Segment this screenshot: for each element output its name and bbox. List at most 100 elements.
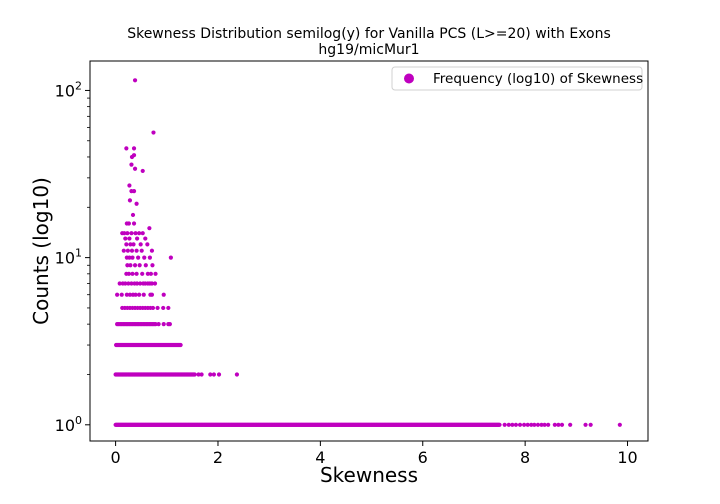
data-point-893	[135, 236, 140, 241]
data-point-873	[129, 162, 134, 167]
data-point-850	[517, 422, 523, 427]
data-point-923	[134, 271, 139, 276]
data-point-892	[127, 236, 132, 241]
data-points	[113, 78, 622, 427]
data-point-45	[167, 322, 172, 327]
data-point-944	[124, 292, 129, 297]
data-point-914	[125, 263, 130, 268]
x-tick-label-3: 6	[418, 448, 428, 467]
data-point-856	[539, 422, 544, 427]
data-point-41	[153, 322, 158, 327]
data-point-891	[123, 236, 128, 241]
data-point-883	[131, 221, 137, 226]
data-point-15	[166, 305, 171, 311]
data-point-921	[126, 271, 132, 276]
data-point-916	[132, 263, 138, 268]
data-point-886	[125, 231, 130, 236]
data-point-14	[161, 305, 166, 311]
x-tick-label-1: 2	[213, 448, 223, 467]
data-point-215	[199, 372, 204, 377]
data-point-42	[156, 322, 161, 327]
data-point-902	[125, 248, 130, 253]
data-point-846	[502, 422, 507, 427]
data-point-897	[131, 242, 136, 247]
data-point-849	[513, 422, 519, 427]
data-point-951	[149, 292, 155, 297]
data-point-925	[145, 271, 150, 276]
data-point-941	[152, 281, 158, 286]
data-point-940	[149, 281, 155, 286]
data-point-903	[129, 248, 135, 253]
chart-title: Skewness Distribution semilog(y) for Van…	[127, 26, 611, 42]
data-point-213	[192, 372, 197, 377]
data-point-932	[129, 281, 134, 286]
data-point-869	[131, 146, 137, 151]
data-point-878	[127, 198, 133, 203]
data-point-863	[583, 422, 588, 427]
data-point-882	[130, 212, 136, 218]
data-point-888	[133, 231, 138, 236]
data-point-216	[208, 372, 213, 377]
data-point-901	[121, 248, 126, 253]
data-point-865	[617, 422, 622, 427]
data-point-911	[142, 255, 147, 260]
data-point-922	[130, 271, 135, 276]
x-axis-ticks: 0 2 4 6 8 10	[111, 441, 638, 467]
data-point-898	[138, 242, 143, 247]
data-point-879	[134, 201, 139, 206]
data-point-928	[117, 281, 122, 286]
data-point-43	[161, 322, 166, 327]
data-point-214	[196, 372, 201, 377]
x-tick-label-2: 4	[315, 448, 325, 467]
data-point-871	[131, 153, 137, 158]
data-point-866	[132, 78, 138, 83]
data-point-945	[127, 292, 133, 297]
data-point-887	[129, 231, 134, 236]
data-point-934	[135, 281, 140, 286]
data-point-852	[525, 422, 530, 427]
data-point-867	[151, 130, 156, 135]
data-point-217	[211, 372, 216, 377]
data-point-917	[137, 263, 142, 268]
data-point-861	[559, 422, 565, 427]
data-point-889	[137, 231, 142, 236]
data-point-854	[532, 422, 537, 427]
legend: Frequency (log10) of Skewness	[391, 66, 643, 91]
data-point-904	[134, 248, 139, 253]
data-point-927	[153, 271, 158, 276]
data-point-895	[124, 242, 129, 247]
data-point-218	[216, 372, 222, 377]
data-point-857	[542, 422, 547, 427]
data-point-913	[168, 255, 173, 260]
data-point-926	[148, 271, 154, 276]
y-axis-ticks: 100 101 102	[55, 79, 90, 435]
plot-frame	[89, 60, 649, 442]
data-point-860	[556, 422, 561, 427]
data-point-885	[122, 231, 127, 236]
chart-subtitle: hg19/micMur1	[318, 42, 419, 58]
data-point-931	[126, 281, 131, 286]
data-point-908	[127, 255, 132, 260]
data-point-942	[115, 292, 120, 297]
data-point-930	[123, 281, 128, 286]
data-point-910	[136, 255, 141, 260]
data-point-949	[141, 292, 146, 297]
data-point-853	[529, 422, 534, 427]
data-point-935	[138, 281, 143, 286]
x-tick-label-0: 0	[111, 448, 121, 467]
data-point-858	[546, 422, 551, 427]
data-point-919	[150, 263, 155, 268]
x-tick-label-5: 10	[617, 448, 637, 467]
data-point-859	[552, 422, 557, 427]
data-point-847	[506, 422, 511, 427]
data-point-909	[130, 255, 135, 260]
data-point-890	[140, 231, 145, 236]
data-point-881	[126, 221, 132, 226]
data-point-918	[143, 263, 148, 268]
legend-marker	[404, 73, 414, 84]
data-point-894	[143, 236, 148, 241]
x-axis-label: Skewness	[320, 463, 418, 487]
data-point-12	[150, 305, 156, 311]
legend-box	[391, 66, 643, 91]
